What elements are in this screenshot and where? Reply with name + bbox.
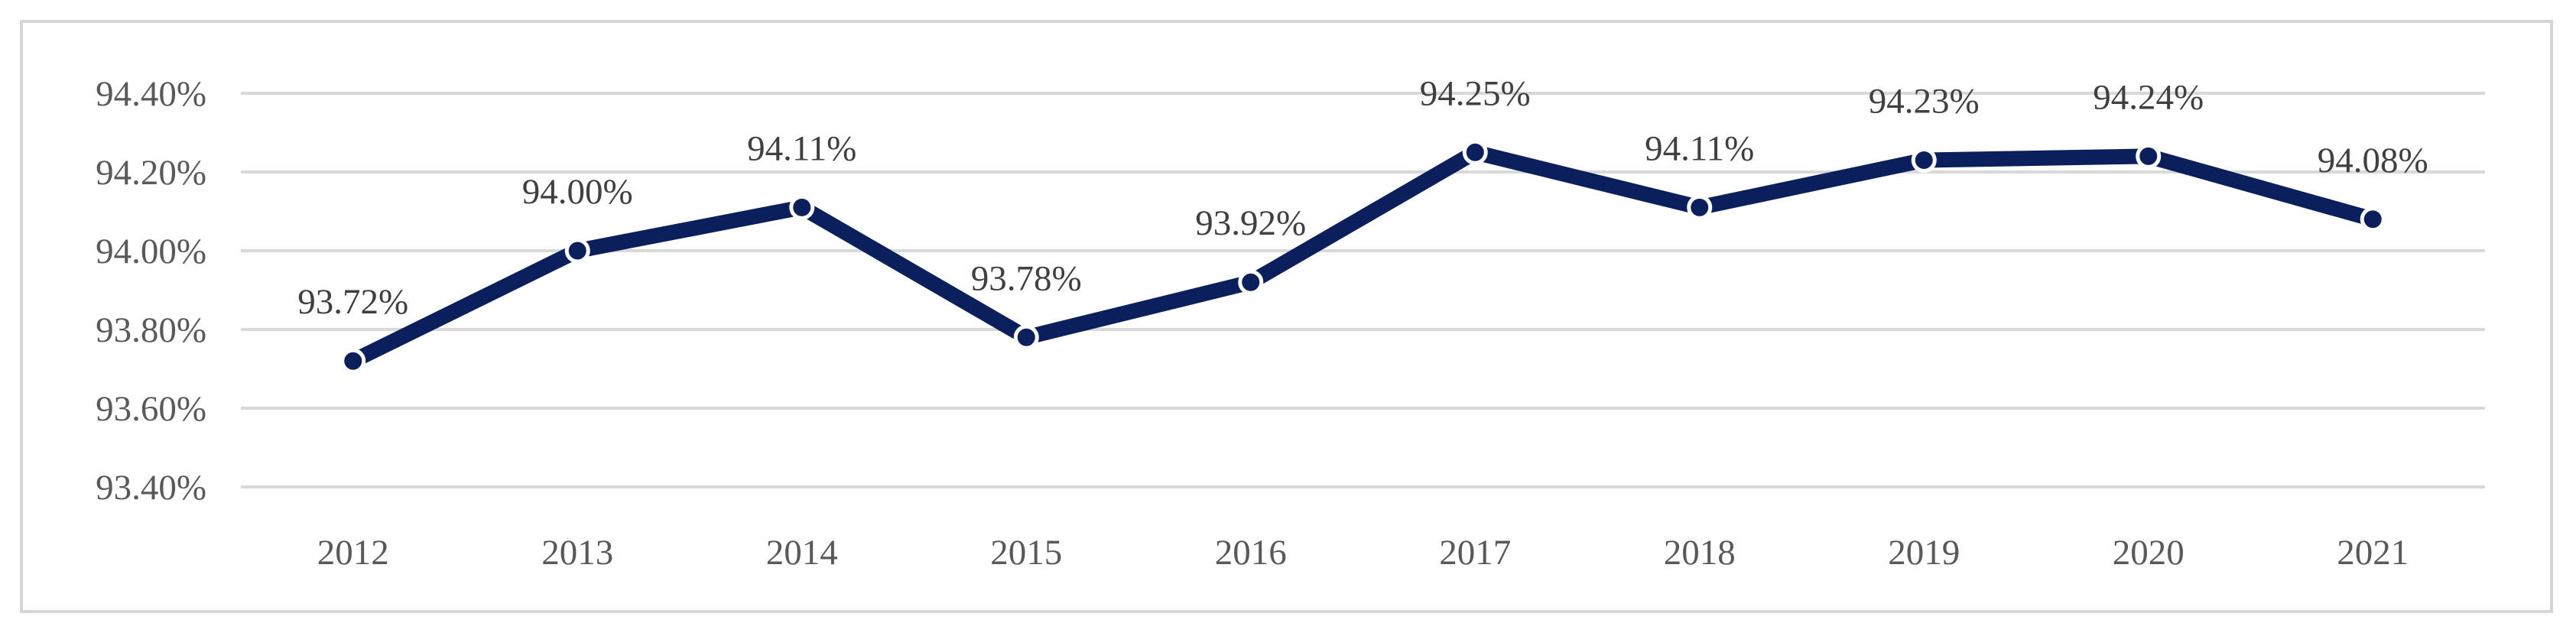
- x-tick-label: 2012: [317, 533, 389, 573]
- x-tick-label: 2014: [766, 533, 838, 573]
- x-axis-ticks: 2012 2013 2014 2015 2016 2017 2018 2019 2020 2021: [317, 533, 2409, 573]
- y-axis-ticks: 93.40% 93.60% 93.80% 94.00% 94.20% 94.40%: [96, 74, 206, 508]
- data-point: [564, 238, 590, 264]
- data-label: 93.92%: [1195, 203, 1306, 243]
- data-label: 94.11%: [1645, 128, 1754, 168]
- data-label: 94.00%: [522, 172, 633, 212]
- data-point: [1238, 269, 1264, 295]
- data-point: [1911, 148, 1937, 174]
- y-tick-label: 94.00%: [96, 232, 206, 271]
- y-tick-label: 93.40%: [96, 468, 206, 508]
- y-tick-label: 94.40%: [96, 74, 206, 114]
- data-point: [2360, 206, 2386, 232]
- data-point: [340, 348, 366, 374]
- data-point: [1013, 324, 1039, 350]
- data-point: [2136, 143, 2162, 169]
- y-tick-label: 93.80%: [96, 310, 206, 350]
- data-point: [789, 194, 815, 220]
- data-label: 94.24%: [2093, 77, 2204, 117]
- x-tick-label: 2021: [2337, 533, 2409, 573]
- x-tick-label: 2013: [541, 533, 613, 573]
- y-tick-label: 93.60%: [96, 389, 206, 429]
- data-label: 94.11%: [747, 128, 856, 168]
- data-label: 94.08%: [2318, 141, 2428, 180]
- series-line: [345, 144, 2381, 369]
- series-layer: [340, 139, 2386, 374]
- x-tick-label: 2019: [1888, 533, 1960, 573]
- x-tick-label: 2020: [2113, 533, 2185, 573]
- data-label: 93.78%: [971, 258, 1082, 298]
- data-label: 93.72%: [297, 282, 408, 322]
- data-labels: 93.72% 94.00% 94.11% 93.78% 93.92% 94.25% 94.1…: [297, 73, 2428, 322]
- data-point: [1687, 194, 1713, 220]
- x-tick-label: 2015: [990, 533, 1062, 573]
- x-tick-label: 2018: [1664, 533, 1736, 573]
- x-tick-label: 2016: [1215, 533, 1287, 573]
- y-tick-label: 94.20%: [96, 153, 206, 193]
- data-label: 94.23%: [1869, 82, 1980, 122]
- x-tick-label: 2017: [1439, 533, 1511, 573]
- data-label: 94.25%: [1420, 73, 1531, 113]
- data-point: [1462, 139, 1488, 165]
- gridlines: [241, 92, 2485, 488]
